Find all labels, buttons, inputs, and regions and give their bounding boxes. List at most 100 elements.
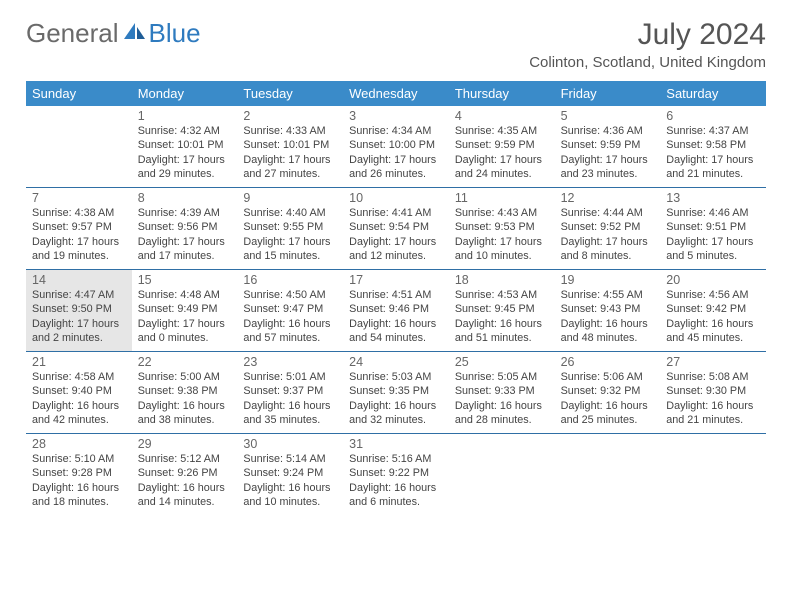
calendar-week: 7Sunrise: 4:38 AMSunset: 9:57 PMDaylight…: [26, 188, 766, 270]
title-block: July 2024 Colinton, Scotland, United Kin…: [529, 18, 766, 71]
daylight-line: Daylight: 16 hours and 48 minutes.: [561, 317, 655, 346]
day-number: 22: [138, 355, 232, 369]
day-number: 6: [666, 109, 760, 123]
sunset-line: Sunset: 9:26 PM: [138, 466, 232, 480]
daylight-line: Daylight: 17 hours and 19 minutes.: [32, 235, 126, 264]
daylight-line: Daylight: 16 hours and 10 minutes.: [243, 481, 337, 510]
day-number: 2: [243, 109, 337, 123]
daylight-line: Daylight: 17 hours and 2 minutes.: [32, 317, 126, 346]
sunset-line: Sunset: 9:37 PM: [243, 384, 337, 398]
day-number: 8: [138, 191, 232, 205]
calendar-cell: 16Sunrise: 4:50 AMSunset: 9:47 PMDayligh…: [237, 270, 343, 351]
day-number: 29: [138, 437, 232, 451]
sunrise-line: Sunrise: 5:01 AM: [243, 370, 337, 384]
sunrise-line: Sunrise: 5:05 AM: [455, 370, 549, 384]
daylight-line: Daylight: 17 hours and 5 minutes.: [666, 235, 760, 264]
calendar-cell: 2Sunrise: 4:33 AMSunset: 10:01 PMDayligh…: [237, 106, 343, 187]
day-number: 11: [455, 191, 549, 205]
day-number: 20: [666, 273, 760, 287]
sunrise-line: Sunrise: 4:44 AM: [561, 206, 655, 220]
sunset-line: Sunset: 9:46 PM: [349, 302, 443, 316]
sunset-line: Sunset: 9:32 PM: [561, 384, 655, 398]
daylight-line: Daylight: 16 hours and 35 minutes.: [243, 399, 337, 428]
calendar-cell: 9Sunrise: 4:40 AMSunset: 9:55 PMDaylight…: [237, 188, 343, 269]
weekday-header: Wednesday: [343, 81, 449, 106]
day-number: 5: [561, 109, 655, 123]
sunset-line: Sunset: 9:56 PM: [138, 220, 232, 234]
day-number: 31: [349, 437, 443, 451]
calendar-cell: 14Sunrise: 4:47 AMSunset: 9:50 PMDayligh…: [26, 270, 132, 351]
daylight-line: Daylight: 16 hours and 18 minutes.: [32, 481, 126, 510]
sunrise-line: Sunrise: 4:33 AM: [243, 124, 337, 138]
calendar-week: 14Sunrise: 4:47 AMSunset: 9:50 PMDayligh…: [26, 270, 766, 352]
calendar-cell: 26Sunrise: 5:06 AMSunset: 9:32 PMDayligh…: [555, 352, 661, 433]
day-number: 10: [349, 191, 443, 205]
brand-logo: General Blue: [26, 18, 201, 49]
brand-general: General: [26, 18, 119, 49]
day-number: 3: [349, 109, 443, 123]
day-number: 26: [561, 355, 655, 369]
daylight-line: Daylight: 16 hours and 28 minutes.: [455, 399, 549, 428]
daylight-line: Daylight: 17 hours and 21 minutes.: [666, 153, 760, 182]
weekday-header: Sunday: [26, 81, 132, 106]
sunset-line: Sunset: 9:59 PM: [455, 138, 549, 152]
calendar-cell: 4Sunrise: 4:35 AMSunset: 9:59 PMDaylight…: [449, 106, 555, 187]
month-title: July 2024: [529, 18, 766, 52]
sunset-line: Sunset: 9:24 PM: [243, 466, 337, 480]
calendar-cell: 11Sunrise: 4:43 AMSunset: 9:53 PMDayligh…: [449, 188, 555, 269]
sunset-line: Sunset: 9:50 PM: [32, 302, 126, 316]
calendar-cell: 22Sunrise: 5:00 AMSunset: 9:38 PMDayligh…: [132, 352, 238, 433]
sunset-line: Sunset: 9:43 PM: [561, 302, 655, 316]
sunrise-line: Sunrise: 5:16 AM: [349, 452, 443, 466]
sunrise-line: Sunrise: 4:58 AM: [32, 370, 126, 384]
sail-icon: [123, 18, 149, 49]
sunset-line: Sunset: 9:28 PM: [32, 466, 126, 480]
weekday-header: Tuesday: [237, 81, 343, 106]
calendar-cell: 20Sunrise: 4:56 AMSunset: 9:42 PMDayligh…: [660, 270, 766, 351]
weekday-header-row: SundayMondayTuesdayWednesdayThursdayFrid…: [26, 81, 766, 106]
calendar-cell: 6Sunrise: 4:37 AMSunset: 9:58 PMDaylight…: [660, 106, 766, 187]
sunrise-line: Sunrise: 4:36 AM: [561, 124, 655, 138]
sunrise-line: Sunrise: 5:08 AM: [666, 370, 760, 384]
day-number: 16: [243, 273, 337, 287]
calendar: SundayMondayTuesdayWednesdayThursdayFrid…: [26, 81, 766, 515]
calendar-cell: [26, 106, 132, 187]
sunset-line: Sunset: 9:42 PM: [666, 302, 760, 316]
sunrise-line: Sunrise: 4:37 AM: [666, 124, 760, 138]
daylight-line: Daylight: 16 hours and 32 minutes.: [349, 399, 443, 428]
sunset-line: Sunset: 9:45 PM: [455, 302, 549, 316]
sunset-line: Sunset: 9:30 PM: [666, 384, 760, 398]
day-number: 7: [32, 191, 126, 205]
sunset-line: Sunset: 9:51 PM: [666, 220, 760, 234]
day-number: 4: [455, 109, 549, 123]
sunrise-line: Sunrise: 4:51 AM: [349, 288, 443, 302]
sunrise-line: Sunrise: 4:48 AM: [138, 288, 232, 302]
calendar-cell: 28Sunrise: 5:10 AMSunset: 9:28 PMDayligh…: [26, 434, 132, 515]
day-number: 1: [138, 109, 232, 123]
sunset-line: Sunset: 9:40 PM: [32, 384, 126, 398]
sunset-line: Sunset: 9:58 PM: [666, 138, 760, 152]
sunset-line: Sunset: 9:33 PM: [455, 384, 549, 398]
sunrise-line: Sunrise: 4:41 AM: [349, 206, 443, 220]
sunset-line: Sunset: 9:55 PM: [243, 220, 337, 234]
sunrise-line: Sunrise: 4:40 AM: [243, 206, 337, 220]
calendar-cell: 1Sunrise: 4:32 AMSunset: 10:01 PMDayligh…: [132, 106, 238, 187]
sunset-line: Sunset: 9:53 PM: [455, 220, 549, 234]
day-number: 25: [455, 355, 549, 369]
daylight-line: Daylight: 16 hours and 57 minutes.: [243, 317, 337, 346]
calendar-cell: 30Sunrise: 5:14 AMSunset: 9:24 PMDayligh…: [237, 434, 343, 515]
daylight-line: Daylight: 16 hours and 45 minutes.: [666, 317, 760, 346]
calendar-cell: 29Sunrise: 5:12 AMSunset: 9:26 PMDayligh…: [132, 434, 238, 515]
weekday-header: Monday: [132, 81, 238, 106]
sunset-line: Sunset: 9:47 PM: [243, 302, 337, 316]
calendar-week: 28Sunrise: 5:10 AMSunset: 9:28 PMDayligh…: [26, 434, 766, 515]
calendar-cell: 31Sunrise: 5:16 AMSunset: 9:22 PMDayligh…: [343, 434, 449, 515]
daylight-line: Daylight: 16 hours and 21 minutes.: [666, 399, 760, 428]
day-number: 23: [243, 355, 337, 369]
sunrise-line: Sunrise: 5:12 AM: [138, 452, 232, 466]
daylight-line: Daylight: 17 hours and 10 minutes.: [455, 235, 549, 264]
sunrise-line: Sunrise: 4:34 AM: [349, 124, 443, 138]
sunset-line: Sunset: 10:00 PM: [349, 138, 443, 152]
calendar-cell: 25Sunrise: 5:05 AMSunset: 9:33 PMDayligh…: [449, 352, 555, 433]
daylight-line: Daylight: 17 hours and 27 minutes.: [243, 153, 337, 182]
